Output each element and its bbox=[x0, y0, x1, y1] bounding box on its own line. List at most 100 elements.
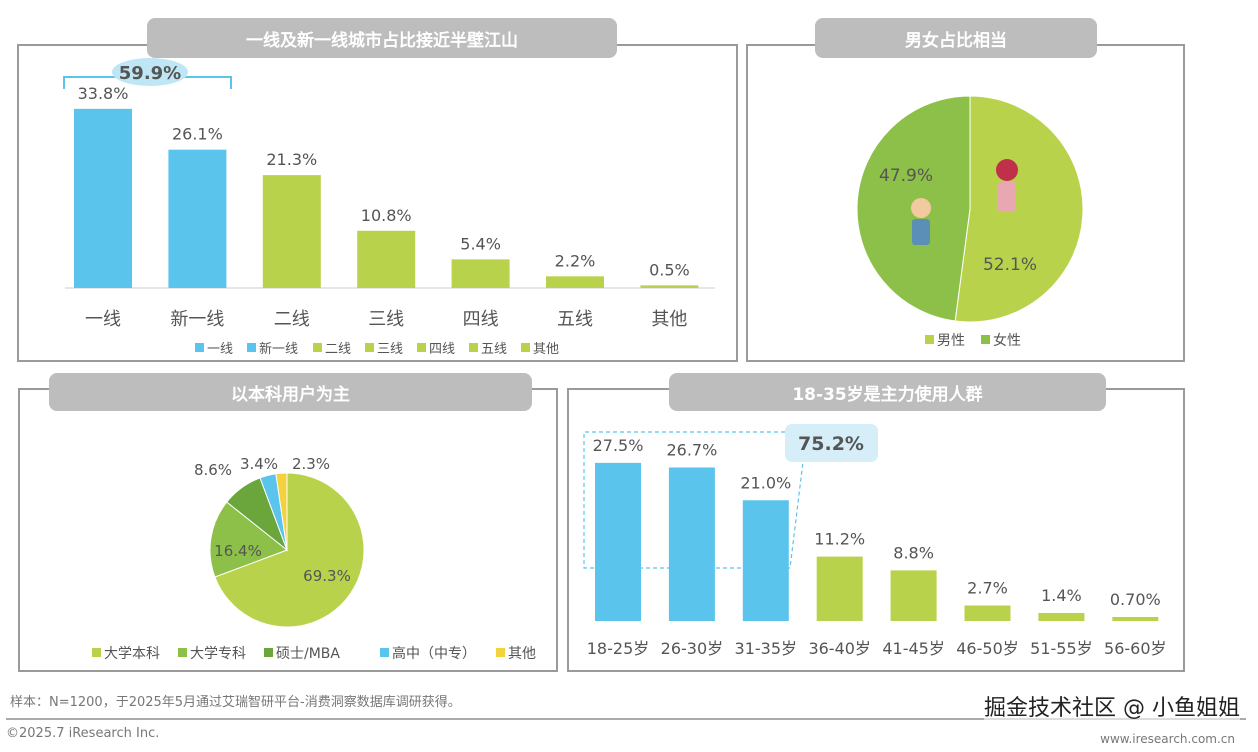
boy-icon-body bbox=[912, 219, 930, 245]
bar-五线 bbox=[546, 276, 604, 288]
category-label: 26-30岁 bbox=[661, 639, 724, 658]
legend-label: 大学本科 bbox=[104, 646, 160, 662]
data-label: 3.4% bbox=[240, 455, 278, 473]
data-label: 26.1% bbox=[172, 125, 223, 144]
gender-chart-title: 男女占比相当 bbox=[815, 18, 1097, 58]
age-chart-title: 18-35岁是主力使用人群 bbox=[669, 373, 1106, 411]
bar-三线 bbox=[357, 230, 416, 288]
legend-label: 四线 bbox=[429, 342, 455, 357]
data-label: 26.7% bbox=[666, 440, 717, 459]
category-label: 其他 bbox=[651, 309, 687, 330]
bar-36-40岁 bbox=[816, 556, 863, 621]
data-label: 5.4% bbox=[460, 234, 501, 253]
legend-label: 新一线 bbox=[259, 341, 298, 357]
watermark: 掘金技术社区 @ 小鱼姐姐 bbox=[984, 696, 1240, 721]
sample-note: 样本：N=1200，于2025年5月通过艾瑞智研平台-消费洞察数据库调研获得。 bbox=[10, 695, 461, 710]
legend-label: 五线 bbox=[481, 342, 507, 357]
data-label: 33.8% bbox=[78, 84, 129, 103]
bar-四线 bbox=[451, 259, 510, 288]
annotation-bubble bbox=[112, 58, 188, 86]
data-label: 0.5% bbox=[649, 260, 690, 279]
data-label: 0.70% bbox=[1110, 590, 1161, 609]
legend-label: 女性 bbox=[993, 332, 1021, 349]
category-label: 41-45岁 bbox=[882, 639, 945, 658]
annotation-label: 75.2% bbox=[798, 433, 864, 455]
data-label: 2.2% bbox=[555, 251, 596, 270]
legend-label: 三线 bbox=[377, 342, 403, 357]
category-label: 二线 bbox=[274, 309, 310, 330]
bar-一线 bbox=[74, 108, 132, 288]
bar-56-60岁 bbox=[1112, 616, 1159, 621]
data-label: 2.7% bbox=[967, 578, 1008, 597]
data-label: 21.0% bbox=[740, 473, 791, 492]
legend-label: 其他 bbox=[533, 342, 559, 357]
category-label: 一线 bbox=[85, 309, 121, 330]
legend-label: 其他 bbox=[508, 646, 536, 662]
legend-swatch bbox=[195, 343, 204, 352]
data-label: 11.2% bbox=[814, 530, 865, 549]
legend-label: 男性 bbox=[937, 333, 965, 349]
education-slice-大学专科 bbox=[209, 501, 289, 578]
legend-swatch bbox=[313, 343, 322, 352]
bar-其他 bbox=[640, 285, 699, 288]
legend-swatch bbox=[981, 335, 990, 344]
data-label: 2.3% bbox=[292, 455, 330, 473]
city-chart-title: 一线及新一线城市占比接近半壁江山 bbox=[147, 18, 617, 58]
category-label: 46-50岁 bbox=[956, 639, 1019, 658]
legend-swatch bbox=[92, 648, 101, 657]
girl-icon bbox=[996, 159, 1018, 181]
data-label: 69.3% bbox=[303, 567, 351, 585]
data-label: 21.3% bbox=[266, 150, 317, 169]
data-label: 52.1% bbox=[983, 255, 1037, 275]
legend-swatch bbox=[365, 343, 374, 352]
bar-新一线 bbox=[168, 149, 227, 288]
girl-icon-body bbox=[998, 182, 1016, 212]
education-slice-其他 bbox=[275, 472, 288, 551]
legend-swatch bbox=[521, 343, 530, 352]
data-label: 27.5% bbox=[593, 436, 644, 455]
data-label: 8.8% bbox=[893, 543, 934, 562]
data-label: 10.8% bbox=[361, 206, 412, 225]
annotation-label: 59.9% bbox=[119, 63, 181, 84]
bar-26-30岁 bbox=[668, 467, 715, 621]
bar-41-45岁 bbox=[890, 570, 937, 621]
bar-二线 bbox=[262, 175, 321, 288]
legend-label: 二线 bbox=[325, 342, 351, 357]
category-label: 新一线 bbox=[170, 309, 224, 330]
highlight-dashed-box bbox=[583, 431, 804, 569]
legend-swatch bbox=[178, 648, 187, 657]
data-label: 16.4% bbox=[214, 542, 262, 560]
bar-31-35岁 bbox=[742, 500, 789, 621]
legend-swatch bbox=[496, 648, 505, 657]
legend-swatch bbox=[264, 648, 273, 657]
copyright: ©2025.7 iResearch Inc. bbox=[6, 726, 160, 741]
data-label: 47.9% bbox=[879, 166, 933, 186]
bar-51-55岁 bbox=[1038, 612, 1085, 621]
bar-18-25岁 bbox=[595, 462, 641, 621]
legend-label: 硕士/MBA bbox=[276, 646, 340, 662]
category-label: 三线 bbox=[368, 309, 404, 330]
category-label: 18-25岁 bbox=[587, 639, 650, 658]
data-label: 1.4% bbox=[1041, 586, 1082, 605]
legend-label: 大学专科 bbox=[190, 646, 246, 662]
bar-46-50岁 bbox=[964, 605, 1011, 621]
category-label: 36-40岁 bbox=[808, 639, 871, 658]
category-label: 五线 bbox=[557, 309, 593, 330]
legend-swatch bbox=[417, 343, 426, 352]
legend-label: 高中（中专） bbox=[392, 645, 476, 662]
legend-label: 一线 bbox=[207, 342, 233, 357]
data-label: 8.6% bbox=[194, 461, 232, 479]
legend-swatch bbox=[925, 335, 934, 344]
category-label: 56-60岁 bbox=[1104, 639, 1167, 658]
gender-slice-女性 bbox=[954, 95, 1084, 323]
legend-swatch bbox=[247, 343, 256, 352]
education-chart-title: 以本科用户为主 bbox=[49, 373, 532, 411]
category-label: 51-55岁 bbox=[1030, 639, 1093, 658]
legend-swatch bbox=[469, 343, 478, 352]
site-url: www.iresearch.com.cn bbox=[1100, 732, 1235, 746]
boy-icon bbox=[911, 198, 931, 218]
category-label: 31-35岁 bbox=[735, 639, 798, 658]
category-label: 四线 bbox=[463, 309, 499, 330]
footer-divider bbox=[6, 718, 1246, 720]
